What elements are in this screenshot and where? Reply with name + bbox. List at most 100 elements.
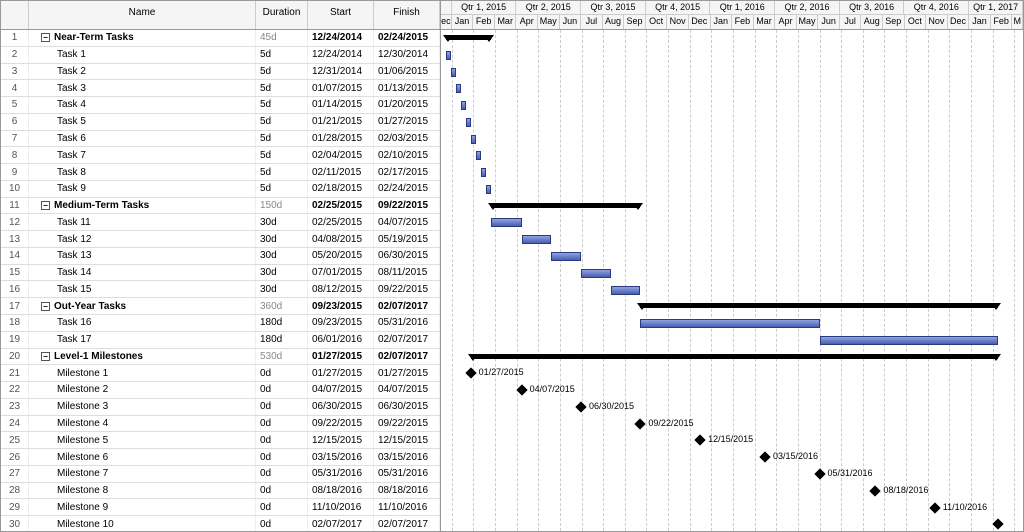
milestone-diamond[interactable]	[635, 418, 646, 429]
task-bar[interactable]	[481, 168, 486, 177]
row-finish[interactable]: 12/15/2015	[374, 432, 440, 448]
table-row[interactable]: 15Task 1430d07/01/201508/11/2015	[1, 265, 440, 282]
row-finish[interactable]: 01/06/2015	[374, 64, 440, 80]
row-finish[interactable]: 06/30/2015	[374, 399, 440, 415]
row-start[interactable]: 09/22/2015	[308, 416, 374, 432]
row-start[interactable]: 02/25/2015	[308, 214, 374, 230]
row-start[interactable]: 01/21/2015	[308, 114, 374, 130]
row-start[interactable]: 02/04/2015	[308, 147, 374, 163]
row-finish[interactable]: 02/17/2015	[374, 164, 440, 180]
row-name[interactable]: Milestone 5	[29, 432, 256, 448]
row-duration[interactable]: 5d	[256, 164, 308, 180]
collapse-icon[interactable]: −	[41, 201, 50, 210]
row-finish[interactable]: 04/07/2015	[374, 382, 440, 398]
task-bar[interactable]	[611, 286, 641, 295]
milestone-diamond[interactable]	[465, 368, 476, 379]
row-duration[interactable]: 5d	[256, 64, 308, 80]
row-finish[interactable]: 02/07/2017	[374, 349, 440, 365]
row-duration[interactable]: 30d	[256, 265, 308, 281]
table-row[interactable]: 7Task 65d01/28/201502/03/2015	[1, 131, 440, 148]
summary-bar[interactable]	[471, 354, 998, 359]
row-finish[interactable]: 01/13/2015	[374, 80, 440, 96]
row-name[interactable]: Task 7	[29, 147, 256, 163]
row-duration[interactable]: 180d	[256, 315, 308, 331]
table-row[interactable]: 12Task 1130d02/25/201504/07/2015	[1, 214, 440, 231]
row-duration[interactable]: 0d	[256, 449, 308, 465]
task-bar[interactable]	[522, 235, 552, 244]
row-duration[interactable]: 0d	[256, 483, 308, 499]
row-duration[interactable]: 0d	[256, 399, 308, 415]
row-duration[interactable]: 5d	[256, 147, 308, 163]
row-start[interactable]: 06/30/2015	[308, 399, 374, 415]
table-row[interactable]: 13Task 1230d04/08/201505/19/2015	[1, 231, 440, 248]
row-finish[interactable]: 02/24/2015	[374, 181, 440, 197]
row-name[interactable]: Task 3	[29, 80, 256, 96]
table-row[interactable]: 28Milestone 80d08/18/201608/18/2016	[1, 483, 440, 500]
collapse-icon[interactable]: −	[41, 33, 50, 42]
row-duration[interactable]: 0d	[256, 365, 308, 381]
row-finish[interactable]: 02/07/2017	[374, 332, 440, 348]
row-name[interactable]: Task 5	[29, 114, 256, 130]
table-row[interactable]: 16Task 1530d08/12/201509/22/2015	[1, 281, 440, 298]
row-name[interactable]: Milestone 8	[29, 483, 256, 499]
row-finish[interactable]: 01/20/2015	[374, 97, 440, 113]
table-row[interactable]: 18Task 16180d09/23/201505/31/2016	[1, 315, 440, 332]
table-row[interactable]: 14Task 1330d05/20/201506/30/2015	[1, 248, 440, 265]
table-row[interactable]: 26Milestone 60d03/15/201603/15/2016	[1, 449, 440, 466]
row-name[interactable]: Milestone 10	[29, 516, 256, 531]
table-row[interactable]: 9Task 85d02/11/201502/17/2015	[1, 164, 440, 181]
row-duration[interactable]: 0d	[256, 466, 308, 482]
row-name[interactable]: Task 13	[29, 248, 256, 264]
table-row[interactable]: 30Milestone 100d02/07/201702/07/2017	[1, 516, 440, 531]
row-duration[interactable]: 45d	[256, 30, 308, 46]
col-start[interactable]: Start	[308, 1, 374, 29]
row-name[interactable]: Task 4	[29, 97, 256, 113]
task-bar[interactable]	[820, 336, 998, 345]
table-row[interactable]: 11−Medium-Term Tasks150d02/25/201509/22/…	[1, 198, 440, 215]
row-finish[interactable]: 01/27/2015	[374, 365, 440, 381]
row-duration[interactable]: 5d	[256, 97, 308, 113]
row-duration[interactable]: 0d	[256, 516, 308, 531]
row-finish[interactable]: 02/03/2015	[374, 131, 440, 147]
row-name[interactable]: Task 14	[29, 265, 256, 281]
row-finish[interactable]: 05/31/2016	[374, 315, 440, 331]
table-row[interactable]: 27Milestone 70d05/31/201605/31/2016	[1, 466, 440, 483]
milestone-diamond[interactable]	[929, 502, 940, 513]
col-finish[interactable]: Finish	[374, 1, 440, 29]
row-name[interactable]: −Level-1 Milestones	[29, 349, 256, 365]
row-finish[interactable]: 02/10/2015	[374, 147, 440, 163]
row-finish[interactable]: 08/11/2015	[374, 265, 440, 281]
row-finish[interactable]: 09/22/2015	[374, 198, 440, 214]
task-bar[interactable]	[466, 118, 471, 127]
row-name[interactable]: Milestone 4	[29, 416, 256, 432]
table-row[interactable]: 10Task 95d02/18/201502/24/2015	[1, 181, 440, 198]
row-start[interactable]: 12/24/2014	[308, 30, 374, 46]
row-name[interactable]: Milestone 9	[29, 499, 256, 515]
table-row[interactable]: 19Task 17180d06/01/201602/07/2017	[1, 332, 440, 349]
table-row[interactable]: 3Task 25d12/31/201401/06/2015	[1, 64, 440, 81]
row-finish[interactable]: 02/07/2017	[374, 516, 440, 531]
row-start[interactable]: 04/07/2015	[308, 382, 374, 398]
row-name[interactable]: Task 17	[29, 332, 256, 348]
row-start[interactable]: 12/15/2015	[308, 432, 374, 448]
row-name[interactable]: Milestone 3	[29, 399, 256, 415]
row-name[interactable]: Task 15	[29, 281, 256, 297]
row-start[interactable]: 09/23/2015	[308, 298, 374, 314]
row-start[interactable]: 02/07/2017	[308, 516, 374, 531]
row-start[interactable]: 11/10/2016	[308, 499, 374, 515]
row-start[interactable]: 12/31/2014	[308, 64, 374, 80]
row-duration[interactable]: 150d	[256, 198, 308, 214]
milestone-diamond[interactable]	[694, 435, 705, 446]
task-bar[interactable]	[446, 51, 451, 60]
milestone-diamond[interactable]	[759, 452, 770, 463]
col-duration[interactable]: Duration	[256, 1, 308, 29]
row-duration[interactable]: 0d	[256, 382, 308, 398]
row-finish[interactable]: 04/07/2015	[374, 214, 440, 230]
row-start[interactable]: 01/27/2015	[308, 349, 374, 365]
row-duration[interactable]: 5d	[256, 131, 308, 147]
row-duration[interactable]: 180d	[256, 332, 308, 348]
row-duration[interactable]: 5d	[256, 114, 308, 130]
task-bar[interactable]	[456, 84, 461, 93]
table-row[interactable]: 22Milestone 20d04/07/201504/07/2015	[1, 382, 440, 399]
row-duration[interactable]: 0d	[256, 499, 308, 515]
